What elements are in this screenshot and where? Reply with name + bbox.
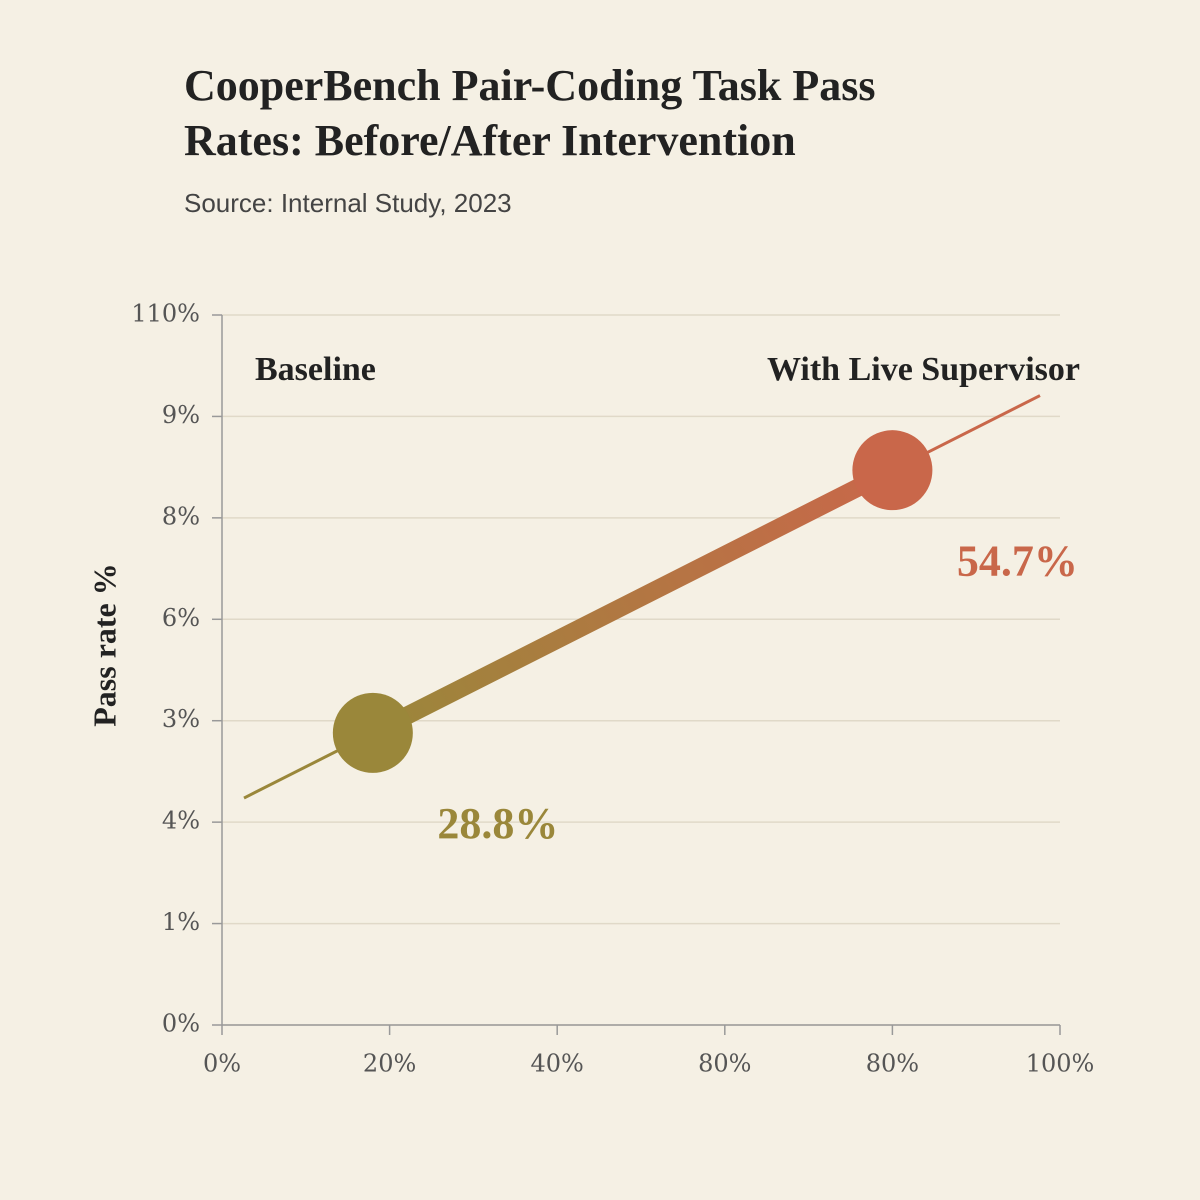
x-tick-label: 40% xyxy=(531,1050,584,1078)
y-tick-label: 9% xyxy=(162,401,200,429)
x-tick-label: 0% xyxy=(203,1050,241,1078)
chart-title: Rates: Before/After Intervention xyxy=(184,116,796,165)
data-point xyxy=(332,692,413,773)
y-tick-label: 8% xyxy=(162,502,200,530)
y-tick-label: 3% xyxy=(162,705,200,733)
point-name: Baseline xyxy=(255,351,376,388)
x-tick-label: 80% xyxy=(698,1050,751,1078)
value-label: 28.8% xyxy=(437,799,558,848)
x-tick-label: 80% xyxy=(866,1050,919,1078)
x-tick-label: 100% xyxy=(1026,1050,1095,1078)
chart-subtitle: Source: Internal Study, 2023 xyxy=(184,188,512,218)
chart-title: CooperBench Pair-Coding Task Pass xyxy=(184,61,875,110)
y-tick-label: 1% xyxy=(162,908,200,936)
y-tick-label: 0% xyxy=(162,1010,200,1038)
data-point xyxy=(852,430,933,511)
y-tick-label: 4% xyxy=(162,807,200,835)
y-tick-label: 6% xyxy=(162,604,200,632)
x-tick-label: 20% xyxy=(363,1050,416,1078)
value-label: 54.7% xyxy=(957,536,1078,585)
connector-line xyxy=(363,461,902,742)
point-name: With Live Supervisor xyxy=(767,351,1080,388)
y-tick-label: 110% xyxy=(131,300,200,328)
y-axis-label: Pass rate % xyxy=(86,563,122,727)
